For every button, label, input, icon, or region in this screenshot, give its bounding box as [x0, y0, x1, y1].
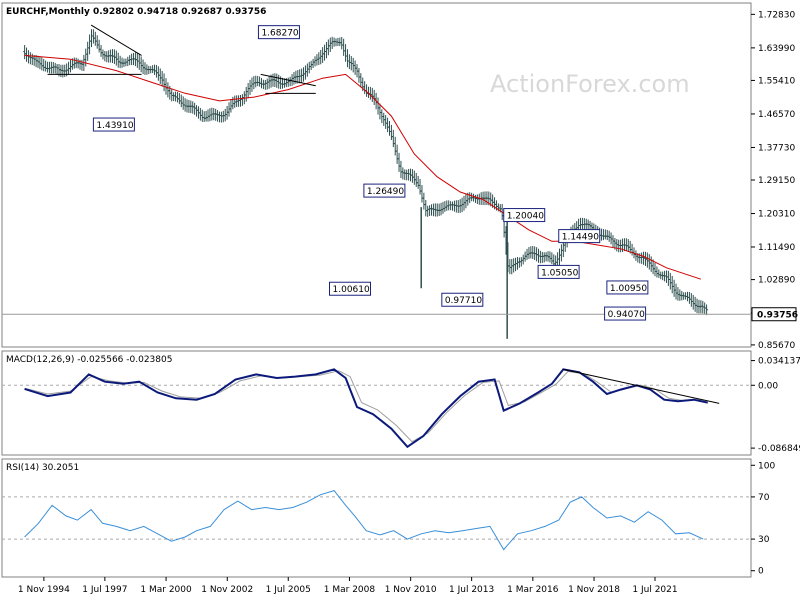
annotation-box: [329, 281, 372, 296]
last-price-label: 0.93756: [757, 311, 798, 321]
rsi-tick-label: 0: [758, 567, 764, 577]
annotation-label: 0.94070: [608, 310, 645, 320]
price-header: EURCHF,Monthly 0.92802 0.94718 0.92687 0…: [6, 7, 266, 17]
price-tick-label: 1.02890: [758, 276, 795, 286]
macd-tick-label: -0.086849: [758, 444, 800, 454]
annotation-box: [257, 25, 300, 40]
time-tick-label: 1 Nov 1994: [18, 585, 70, 595]
annotation-label: 1.05050: [541, 268, 578, 278]
annotation-label: 1.68270: [261, 29, 298, 39]
price-tick-label: 1.63990: [758, 44, 795, 54]
time-axis: 1 Nov 1994 1 Jul 1997 1 Mar 2000 1 Nov 2002…: [18, 577, 678, 595]
macd-header: MACD(12,26,9) -0.025566 -0.023805: [6, 355, 172, 365]
time-tick-label: 1 Nov 2002: [201, 585, 253, 595]
rsi-header: RSI(14) 30.2051: [6, 463, 79, 473]
annotation-box: [604, 306, 647, 321]
last-price-box: [751, 307, 797, 322]
price-y-axis: 1.72830 1.63990 1.55410 1.46570 1.37730 1.291…: [751, 10, 795, 351]
time-tick-label: 1 Jul 1997: [82, 585, 127, 595]
price-tick-label: 0.85670: [758, 341, 795, 351]
annotation-label: 1.43910: [96, 121, 133, 131]
rsi-panel: RSI(14) 30.2051 100 70 30 0: [1, 458, 775, 578]
moving-average-line: [24, 54, 702, 280]
price-tick-label: 1.55410: [758, 76, 795, 86]
price-tick-label: 1.11490: [758, 243, 795, 253]
price-trendline: [260, 73, 316, 87]
annotation-label: 1.20040: [507, 212, 544, 222]
price-trendline: [90, 24, 142, 56]
time-tick-label: 1 Nov 2018: [568, 585, 620, 595]
time-tick-label: 1 Mar 2008: [324, 585, 376, 595]
annotation-box: [503, 208, 546, 223]
time-tick-label: 1 Mar 2016: [507, 585, 559, 595]
price-annotations: 1.68270 1.43910 1.26490 1.00610 0.97710 1.200…: [92, 25, 649, 321]
rsi-tick-label: 70: [758, 493, 770, 503]
rsi-tick-label: 100: [758, 461, 775, 471]
price-bars: [23, 29, 709, 339]
time-tick-label: 1 Jul 2021: [632, 585, 677, 595]
annotation-box: [363, 183, 406, 198]
price-tick-label: 1.20310: [758, 210, 795, 220]
annotation-box: [441, 292, 484, 307]
annotation-box: [606, 280, 649, 295]
price-tick-label: 1.72830: [758, 10, 795, 20]
macd-panel: MACD(12,26,9) -0.025566 -0.023805 0.0341…: [1, 350, 800, 456]
price-tick-label: 1.46570: [758, 110, 795, 120]
macd-line: [24, 368, 708, 449]
price-trendlines: [47, 24, 316, 94]
time-tick-label: 1 Nov 2010: [385, 585, 437, 595]
annotation-label: 1.00950: [610, 284, 647, 294]
annotation-label: 1.14490: [562, 233, 599, 243]
macd-y-axis: 0.034137 0.00 -0.086849: [2, 357, 800, 454]
time-tick-label: 1 Jul 2005: [266, 585, 311, 595]
annotation-label: 1.26490: [367, 187, 404, 197]
macd-tick-label: 0.00: [758, 381, 778, 391]
price-tick-label: 1.29150: [758, 176, 795, 186]
rsi-y-axis: 100 70 30 0: [2, 461, 775, 577]
time-tick-label: 1 Jul 2013: [449, 585, 494, 595]
rsi-line: [24, 490, 704, 551]
price-panel: ActionForex.com EURCHF,Monthly 0.92802 0…: [1, 2, 798, 351]
annotation-label: 1.00610: [333, 285, 370, 295]
annotation-box: [92, 117, 135, 132]
annotation-box: [537, 264, 580, 279]
annotation-label: 0.97710: [445, 296, 482, 306]
macd-tick-label: 0.034137: [758, 357, 800, 367]
time-tick-label: 1 Mar 2000: [140, 585, 192, 595]
price-tick-label: 1.37730: [758, 143, 795, 153]
macd-trendline: [563, 368, 720, 404]
rsi-tick-label: 30: [758, 535, 770, 545]
annotation-box: [558, 229, 601, 244]
watermark: ActionForex.com: [490, 70, 690, 98]
